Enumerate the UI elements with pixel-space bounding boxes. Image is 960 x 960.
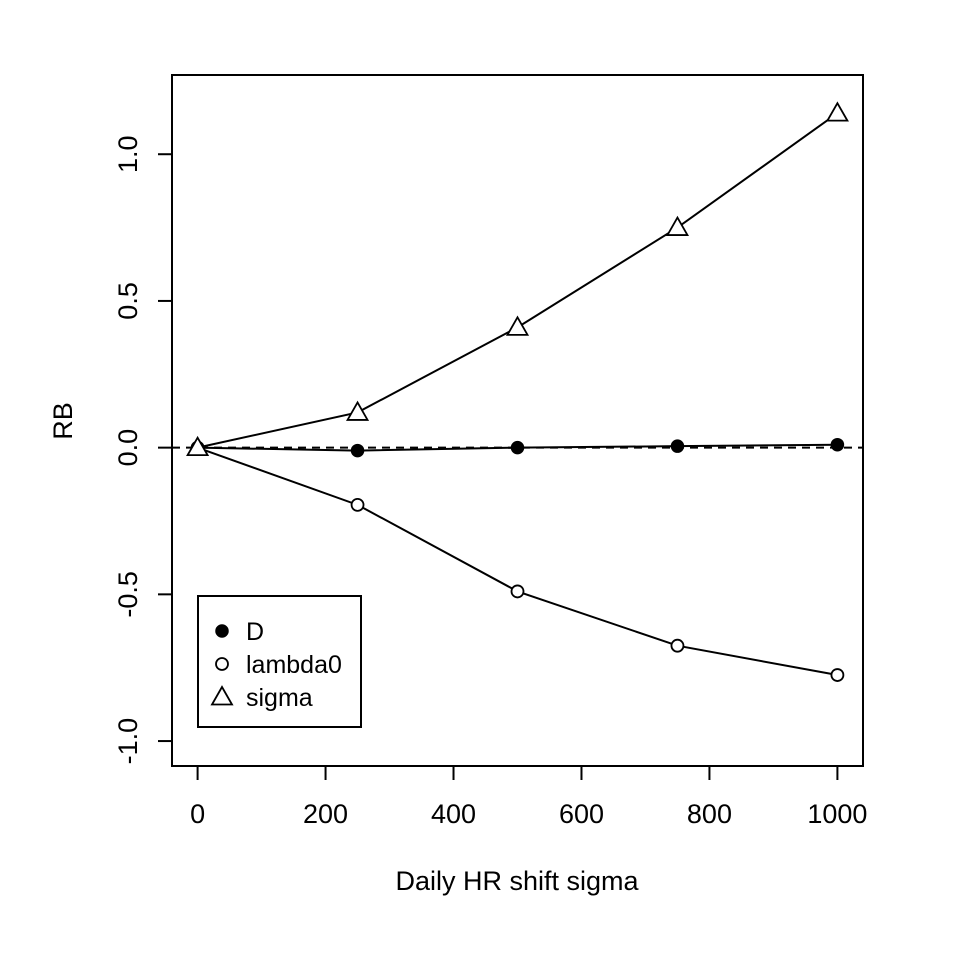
data-point-sigma <box>345 400 370 421</box>
data-point-sigma <box>186 435 210 457</box>
x-axis-label: Daily HR shift sigma <box>395 866 639 896</box>
series-line-lambda0 <box>197 446 838 677</box>
x-tick-label: 200 <box>303 799 348 829</box>
y-axis-label: RB <box>48 402 78 440</box>
legend-marker-D <box>215 624 229 638</box>
y-tick-label: 1.0 <box>113 135 143 173</box>
data-point-lambda0 <box>830 668 845 682</box>
data-point-sigma <box>825 101 849 122</box>
legend-label: sigma <box>246 684 313 712</box>
y-tick-label: -0.5 <box>113 571 143 618</box>
data-point-D <box>670 439 685 453</box>
y-tick-label: -1.0 <box>113 718 143 765</box>
legend-marker-lambda0 <box>215 657 229 671</box>
x-tick-label: 0 <box>190 799 205 829</box>
data-point-D <box>350 443 365 458</box>
y-tick-label: 0.0 <box>113 429 143 467</box>
x-tick-label: 400 <box>431 799 476 829</box>
x-axis: 0 200 400 600 800 1000 <box>190 765 867 829</box>
y-axis: -1.0 -0.5 0.0 0.5 1.0 <box>113 135 173 765</box>
legend-label: lambda0 <box>246 651 342 679</box>
x-tick-label: 800 <box>687 799 732 829</box>
data-point-lambda0 <box>670 638 685 653</box>
data-point-lambda0 <box>510 584 525 599</box>
data-point-D <box>830 437 845 452</box>
series-line-sigma <box>197 112 838 449</box>
data-point-sigma <box>665 215 690 236</box>
legend-marker-sigma <box>210 685 234 706</box>
series-layer <box>186 101 849 682</box>
data-point-lambda0 <box>350 497 365 512</box>
legend-box <box>197 595 362 728</box>
data-point-sigma <box>505 315 530 336</box>
y-tick-label: 0.5 <box>113 282 143 320</box>
data-point-D <box>510 440 525 455</box>
x-tick-label: 600 <box>559 799 604 829</box>
x-tick-label: 1000 <box>807 799 867 829</box>
legend-label: D <box>246 618 264 646</box>
